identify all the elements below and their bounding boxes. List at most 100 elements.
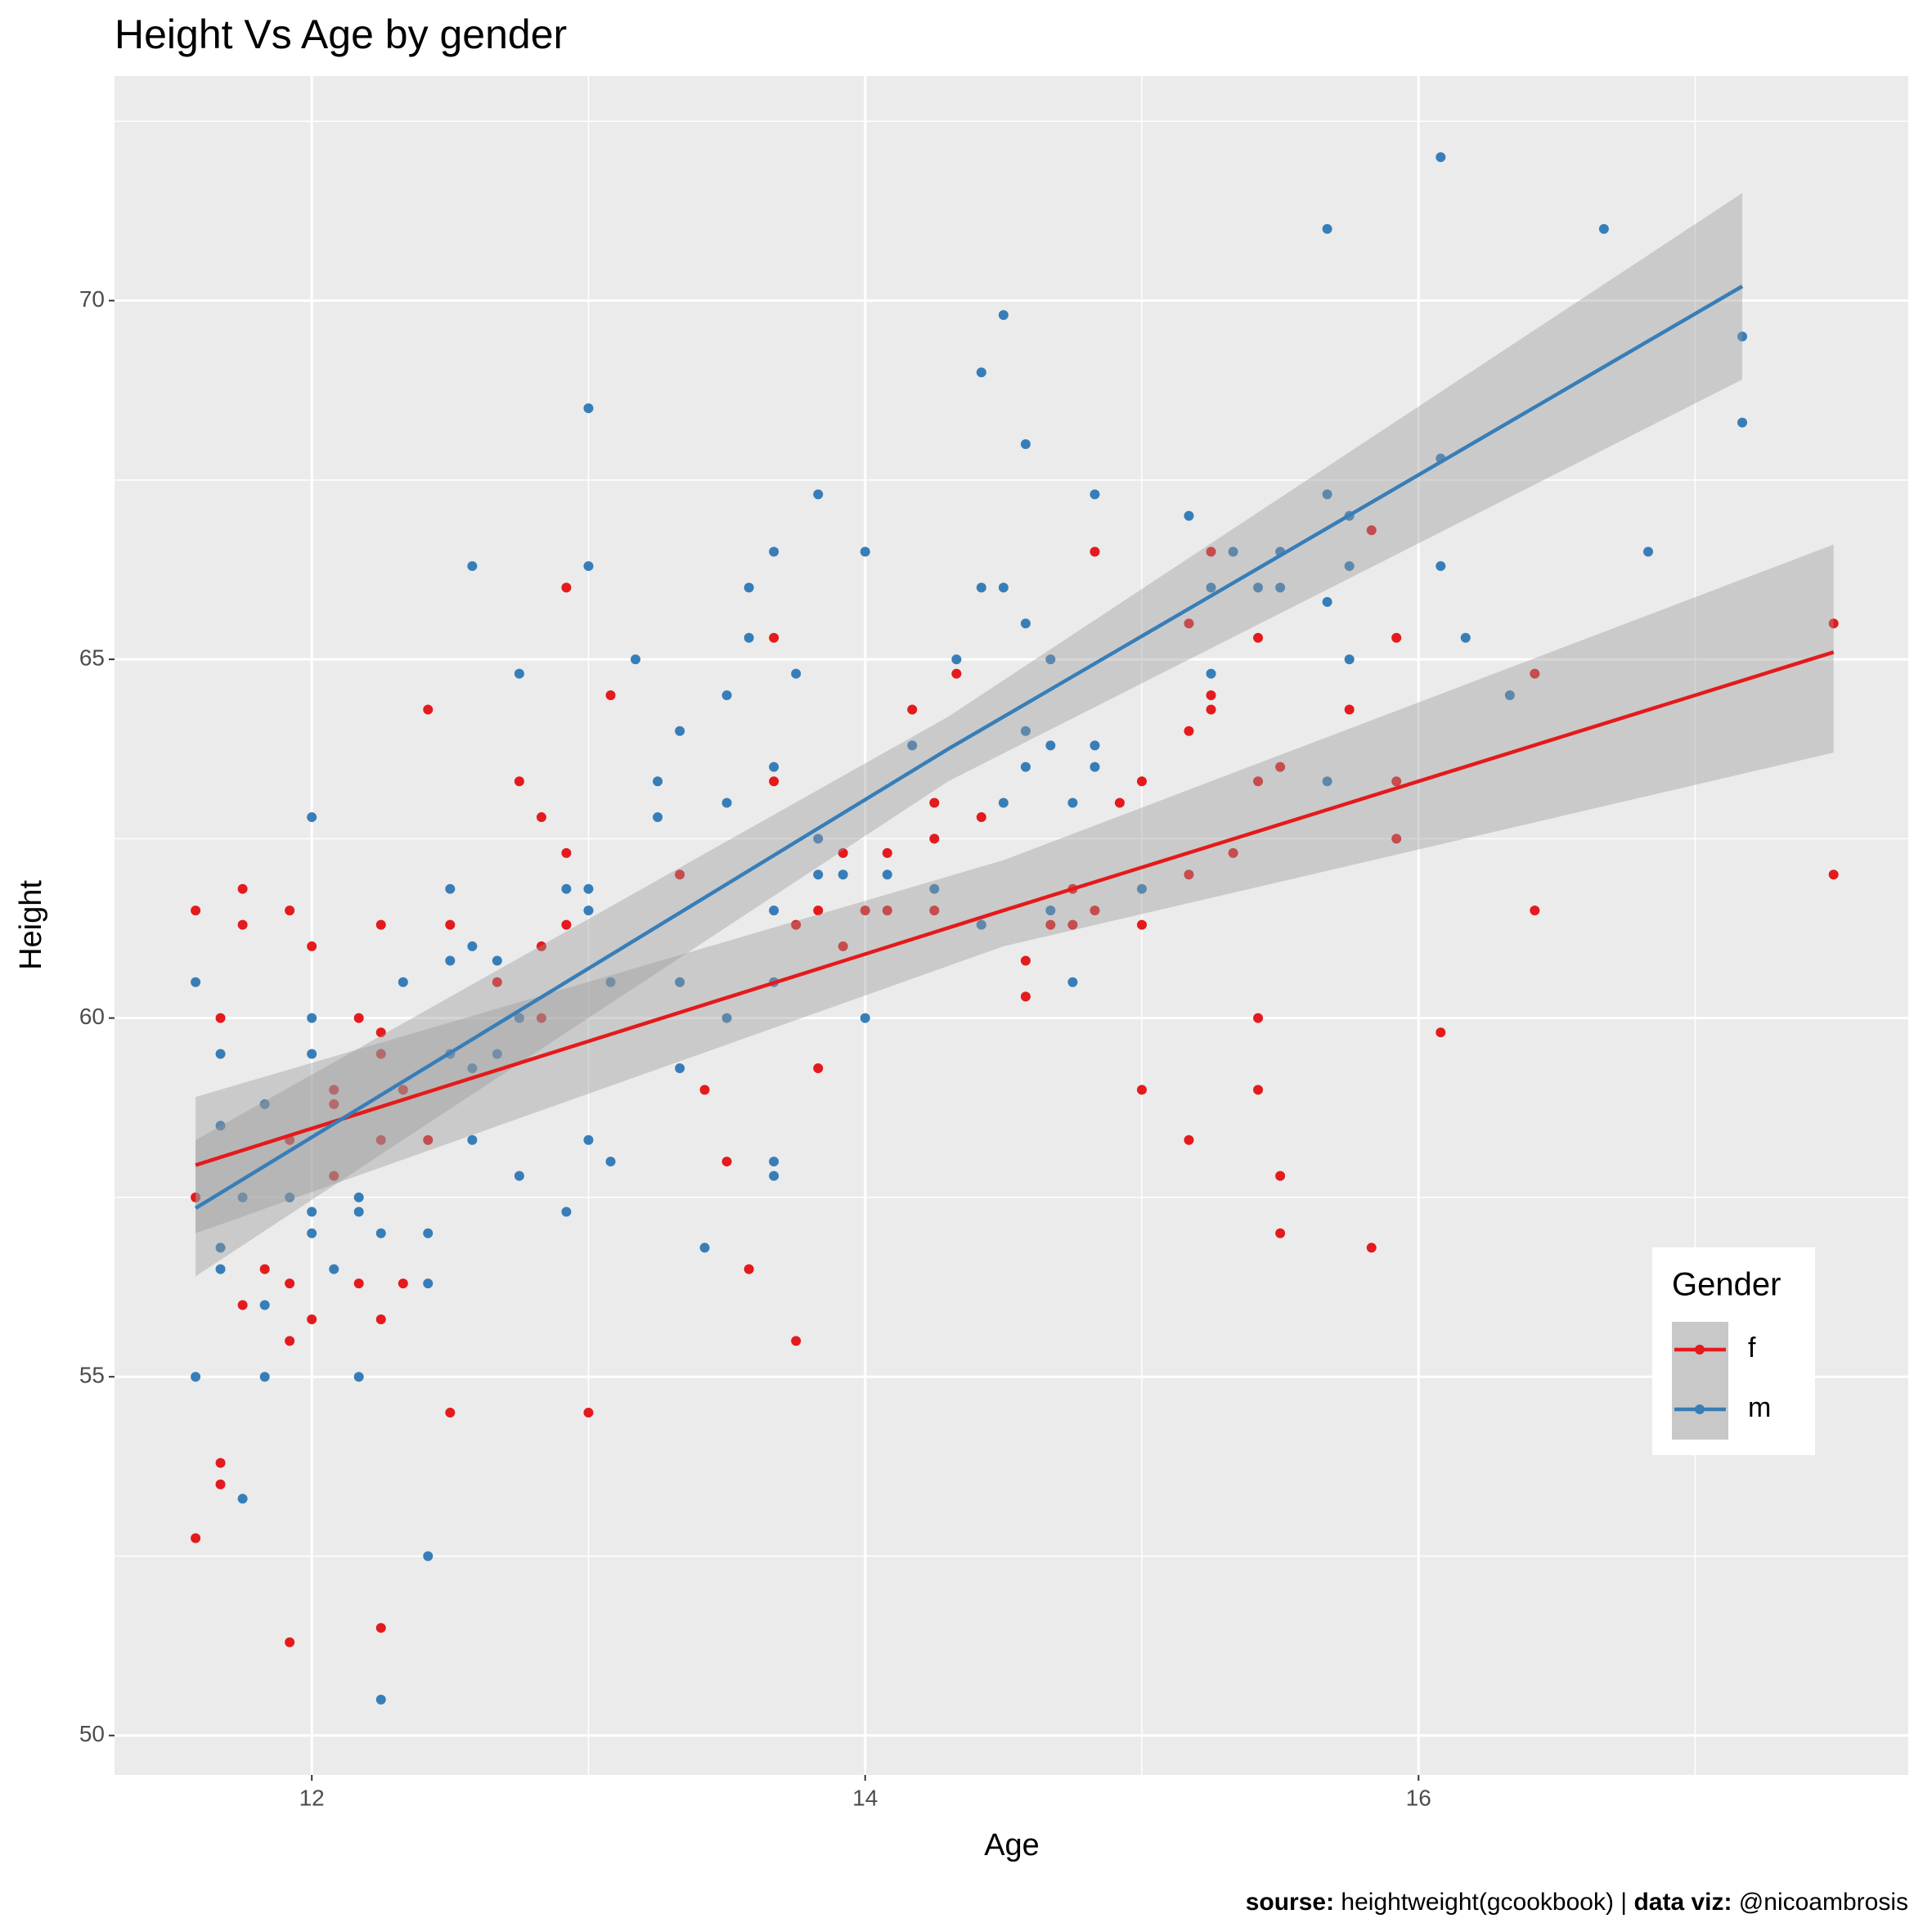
point bbox=[1184, 1134, 1194, 1145]
point bbox=[514, 1170, 524, 1181]
point bbox=[813, 833, 824, 844]
point bbox=[860, 905, 870, 916]
point bbox=[1598, 223, 1609, 234]
point bbox=[1067, 977, 1078, 987]
point bbox=[237, 919, 248, 930]
point bbox=[769, 905, 780, 916]
point bbox=[907, 704, 918, 715]
point bbox=[907, 740, 918, 751]
point bbox=[653, 776, 663, 787]
point bbox=[375, 1049, 386, 1059]
point bbox=[976, 582, 986, 593]
point bbox=[215, 1242, 226, 1253]
legend-label: m bbox=[1748, 1392, 1771, 1423]
point bbox=[1228, 847, 1238, 858]
point bbox=[1504, 690, 1515, 700]
point bbox=[215, 1479, 226, 1489]
point bbox=[1344, 561, 1355, 572]
point bbox=[744, 632, 754, 643]
point bbox=[929, 798, 940, 808]
point bbox=[1184, 510, 1194, 521]
point bbox=[423, 1551, 434, 1561]
point bbox=[1206, 668, 1216, 679]
point bbox=[1228, 546, 1238, 557]
point bbox=[583, 561, 594, 572]
point bbox=[976, 812, 986, 823]
point bbox=[329, 1170, 339, 1181]
point bbox=[398, 1278, 408, 1289]
point bbox=[813, 489, 824, 500]
point bbox=[1184, 726, 1194, 736]
legend-title: Gender bbox=[1672, 1267, 1781, 1303]
point bbox=[1828, 869, 1839, 880]
point bbox=[882, 869, 892, 880]
point bbox=[375, 919, 386, 930]
point bbox=[699, 1242, 710, 1253]
point bbox=[769, 1157, 780, 1167]
point bbox=[1253, 632, 1264, 643]
point bbox=[675, 977, 685, 987]
point bbox=[860, 1013, 870, 1023]
point bbox=[744, 582, 754, 593]
point bbox=[307, 1013, 317, 1023]
point bbox=[467, 1063, 478, 1074]
point bbox=[215, 1264, 226, 1274]
point bbox=[675, 869, 685, 880]
legend-key-point bbox=[1695, 1404, 1705, 1414]
point bbox=[561, 919, 572, 930]
point bbox=[976, 919, 986, 930]
point bbox=[285, 1192, 295, 1202]
point bbox=[1045, 905, 1056, 916]
point bbox=[929, 883, 940, 894]
point bbox=[1020, 762, 1031, 772]
point bbox=[215, 1013, 226, 1023]
point bbox=[998, 798, 1009, 808]
point bbox=[353, 1278, 364, 1289]
point bbox=[237, 1192, 248, 1202]
caption: sourse: heightweight(gcookbook) | data v… bbox=[1246, 1889, 1908, 1916]
point bbox=[1436, 152, 1446, 163]
point bbox=[353, 1206, 364, 1217]
point bbox=[191, 977, 201, 987]
point bbox=[329, 1099, 339, 1109]
point bbox=[237, 1494, 248, 1504]
legend-key-bg bbox=[1672, 1322, 1728, 1440]
point bbox=[721, 1157, 732, 1167]
point bbox=[307, 812, 317, 823]
point bbox=[1643, 546, 1654, 557]
point bbox=[445, 955, 456, 966]
point bbox=[630, 654, 640, 665]
point bbox=[675, 726, 685, 736]
y-axis-title: Height bbox=[14, 880, 48, 970]
caption-part: data viz: bbox=[1633, 1889, 1732, 1916]
point bbox=[1344, 704, 1355, 715]
x-tick-label: 14 bbox=[852, 1785, 878, 1810]
point bbox=[1020, 991, 1031, 1002]
point bbox=[951, 654, 962, 665]
point bbox=[375, 1228, 386, 1238]
point bbox=[929, 833, 940, 844]
point bbox=[1322, 489, 1332, 500]
point bbox=[1253, 1013, 1264, 1023]
point bbox=[445, 1408, 456, 1418]
point bbox=[561, 1206, 572, 1217]
point bbox=[1253, 776, 1264, 787]
point bbox=[813, 1063, 824, 1074]
point bbox=[1090, 489, 1100, 500]
point bbox=[1253, 1085, 1264, 1095]
point bbox=[1391, 776, 1402, 787]
point bbox=[467, 941, 478, 951]
point bbox=[492, 955, 502, 966]
point bbox=[1020, 618, 1031, 629]
point bbox=[329, 1085, 339, 1095]
point bbox=[1436, 561, 1446, 572]
point bbox=[1737, 331, 1748, 342]
point bbox=[561, 883, 572, 894]
point bbox=[259, 1099, 270, 1109]
point bbox=[1253, 582, 1264, 593]
point bbox=[998, 582, 1009, 593]
point bbox=[769, 776, 780, 787]
point bbox=[1344, 654, 1355, 665]
point bbox=[1530, 668, 1540, 679]
